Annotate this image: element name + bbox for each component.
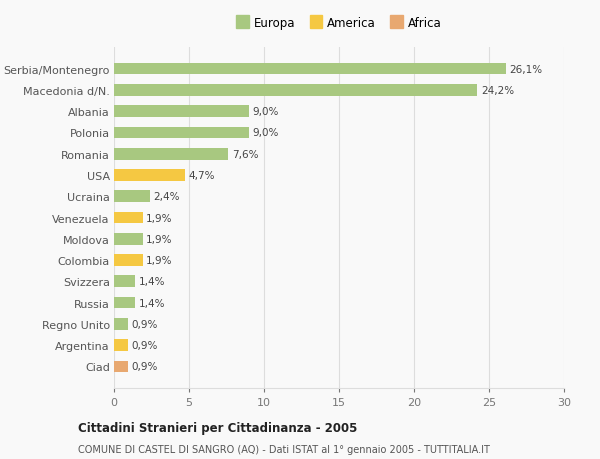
Text: 4,7%: 4,7% xyxy=(188,171,215,180)
Text: 0,9%: 0,9% xyxy=(131,362,158,372)
Bar xyxy=(114,234,143,245)
Text: 1,9%: 1,9% xyxy=(146,234,173,244)
Bar xyxy=(114,149,228,160)
Bar xyxy=(114,64,505,75)
Text: 1,9%: 1,9% xyxy=(146,256,173,265)
Text: 7,6%: 7,6% xyxy=(232,149,258,159)
Bar xyxy=(114,191,150,202)
Text: 24,2%: 24,2% xyxy=(481,86,514,95)
Bar xyxy=(114,340,128,351)
Text: 1,9%: 1,9% xyxy=(146,213,173,223)
Legend: Europa, America, Africa: Europa, America, Africa xyxy=(234,15,444,33)
Text: 0,9%: 0,9% xyxy=(131,341,158,350)
Bar xyxy=(114,276,135,287)
Bar xyxy=(114,127,249,139)
Text: 26,1%: 26,1% xyxy=(509,64,542,74)
Bar xyxy=(114,318,128,330)
Text: COMUNE DI CASTEL DI SANGRO (AQ) - Dati ISTAT al 1° gennaio 2005 - TUTTITALIA.IT: COMUNE DI CASTEL DI SANGRO (AQ) - Dati I… xyxy=(78,444,490,454)
Bar xyxy=(114,361,128,372)
Text: Cittadini Stranieri per Cittadinanza - 2005: Cittadini Stranieri per Cittadinanza - 2… xyxy=(78,421,358,434)
Text: 1,4%: 1,4% xyxy=(139,277,165,287)
Text: 2,4%: 2,4% xyxy=(154,192,180,202)
Bar xyxy=(114,170,185,181)
Text: 9,0%: 9,0% xyxy=(253,128,279,138)
Bar xyxy=(114,85,477,96)
Bar xyxy=(114,212,143,224)
Text: 9,0%: 9,0% xyxy=(253,107,279,117)
Bar xyxy=(114,255,143,266)
Text: 0,9%: 0,9% xyxy=(131,319,158,329)
Bar xyxy=(114,106,249,118)
Text: 1,4%: 1,4% xyxy=(139,298,165,308)
Bar xyxy=(114,297,135,309)
